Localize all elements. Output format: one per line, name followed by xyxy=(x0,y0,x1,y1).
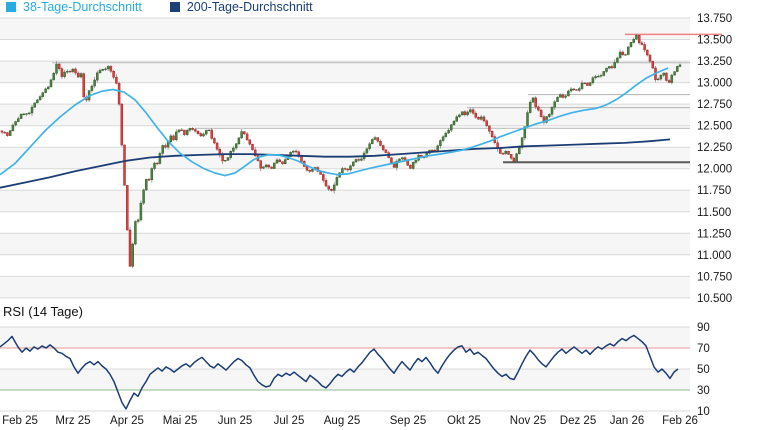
svg-text:Dez 25: Dez 25 xyxy=(560,415,596,427)
price-gridlines xyxy=(0,17,690,299)
svg-text:11.250: 11.250 xyxy=(697,228,731,240)
svg-text:12.500: 12.500 xyxy=(697,121,732,133)
rsi-gridlines xyxy=(0,326,690,412)
ma200-line xyxy=(0,138,671,189)
svg-text:Feb 26: Feb 26 xyxy=(662,415,698,427)
ma200-swatch-icon xyxy=(169,2,180,12)
svg-text:Jan 26: Jan 26 xyxy=(610,415,645,427)
svg-text:11.000: 11.000 xyxy=(697,250,731,262)
svg-text:10.500: 10.500 xyxy=(697,293,732,305)
svg-text:70: 70 xyxy=(697,343,710,355)
svg-text:90: 90 xyxy=(697,322,710,334)
price-axis-labels: 13.750 13.500 13.250 13.000 12.750 12.500 12.2… xyxy=(697,13,732,305)
svg-text:Aug 25: Aug 25 xyxy=(324,415,360,427)
legend-item-ma200[interactable]: 200-Tage-Durchschnitt xyxy=(169,0,313,14)
time-axis-labels: Feb 25 Mrz 25 Apr 25 Mai 25 Jun 25 Jul 25 Aug … xyxy=(2,415,698,427)
svg-text:Feb 25: Feb 25 xyxy=(2,415,38,427)
svg-text:Apr 25: Apr 25 xyxy=(110,415,144,427)
svg-text:13.750: 13.750 xyxy=(697,13,732,25)
ma38-line xyxy=(0,67,669,177)
svg-text:Mai 25: Mai 25 xyxy=(163,415,198,427)
svg-text:Jun 25: Jun 25 xyxy=(218,415,253,427)
svg-text:13.250: 13.250 xyxy=(697,56,732,68)
candles-layer xyxy=(0,33,682,269)
price-bands xyxy=(0,18,690,298)
ma38-legend-label: 38-Tage-Durchschnitt xyxy=(23,0,142,14)
svg-text:10: 10 xyxy=(697,406,710,418)
svg-text:30: 30 xyxy=(697,385,710,397)
rsi-axis-labels: 90 70 50 30 10 xyxy=(697,322,710,418)
svg-text:Mrz 25: Mrz 25 xyxy=(55,415,90,427)
svg-text:10.750: 10.750 xyxy=(697,271,732,283)
svg-text:13.500: 13.500 xyxy=(697,35,732,47)
svg-text:50: 50 xyxy=(697,364,710,376)
svg-text:11.750: 11.750 xyxy=(697,185,731,197)
chart-legend: 38-Tage-Durchschnitt 200-Tage-Durchschni… xyxy=(6,0,313,14)
rsi-panel-title: RSI (14 Tage) xyxy=(3,304,83,319)
svg-text:13.000: 13.000 xyxy=(697,78,732,90)
svg-text:12.250: 12.250 xyxy=(697,142,732,154)
ma200-legend-label: 200-Tage-Durchschnitt xyxy=(186,0,313,14)
svg-text:Sep 25: Sep 25 xyxy=(390,415,426,427)
svg-text:Nov 25: Nov 25 xyxy=(510,415,546,427)
rsi-bands xyxy=(0,327,690,390)
level-lines xyxy=(52,33,722,164)
rsi-line xyxy=(0,334,679,410)
svg-text:11.500: 11.500 xyxy=(697,207,731,219)
svg-text:Okt 25: Okt 25 xyxy=(447,415,481,427)
svg-text:12.750: 12.750 xyxy=(697,99,732,111)
svg-text:Jul 25: Jul 25 xyxy=(274,415,305,427)
ma38-swatch-icon xyxy=(6,2,16,12)
legend-item-ma38[interactable]: 38-Tage-Durchschnitt xyxy=(6,0,142,14)
svg-text:12.000: 12.000 xyxy=(697,164,732,176)
